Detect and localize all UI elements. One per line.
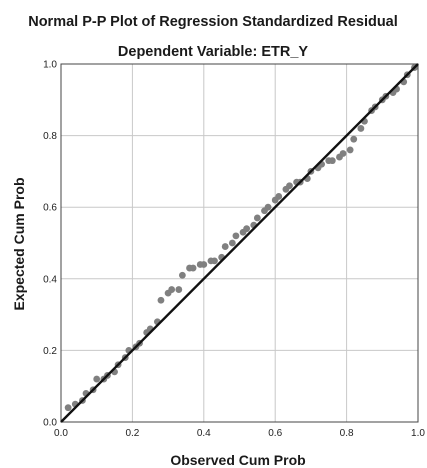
data-point [93, 375, 101, 383]
y-tick-label: 0.4 [43, 274, 57, 285]
x-tick-label: 0.0 [54, 428, 68, 439]
y-tick-label: 0.2 [43, 346, 57, 357]
x-tick-label: 0.4 [197, 428, 211, 439]
data-point [168, 286, 176, 293]
axis-ticks: 0.0 0.2 0.4 0.6 0.8 1.0 0.0 0.2 0.4 0.6 0.8 1.0 [43, 60, 425, 440]
data-point [175, 286, 183, 293]
x-tick-label: 0.2 [125, 428, 139, 439]
data-point [243, 225, 251, 233]
data-point [264, 203, 272, 211]
chart-subtitle: Dependent Variable: ETR_Y [118, 44, 308, 60]
data-point [357, 125, 365, 132]
data-point [211, 257, 218, 265]
y-tick-label: 1.0 [43, 60, 57, 71]
data-point [232, 232, 240, 240]
x-axis-title: Observed Cum Prob [170, 452, 305, 468]
x-tick-label: 0.6 [268, 428, 282, 439]
data-point [228, 239, 236, 247]
x-tick-label: 0.8 [340, 428, 354, 439]
data-point [200, 261, 208, 268]
data-point [178, 271, 186, 279]
data-point [64, 404, 72, 412]
plot-area-frame [60, 63, 419, 423]
data-point [328, 157, 336, 165]
grid [61, 64, 418, 422]
x-tick-label: 1.0 [411, 428, 425, 439]
reference-diagonal-line [60, 63, 419, 423]
data-point [350, 135, 358, 143]
data-point [253, 214, 261, 222]
data-point [339, 150, 347, 157]
y-tick-label: 0.6 [43, 203, 57, 214]
data-point [346, 146, 354, 154]
data-point [286, 182, 293, 190]
y-tick-label: 0.0 [43, 418, 57, 429]
data-point [221, 243, 229, 250]
y-tick-label: 0.8 [43, 131, 57, 142]
y-axis-title: Expected Cum Prob [11, 177, 27, 310]
data-point [157, 296, 165, 304]
chart-title: Normal P-P Plot of Regression Standardiz… [28, 14, 398, 30]
data-point [275, 193, 283, 200]
data-point [189, 264, 197, 272]
